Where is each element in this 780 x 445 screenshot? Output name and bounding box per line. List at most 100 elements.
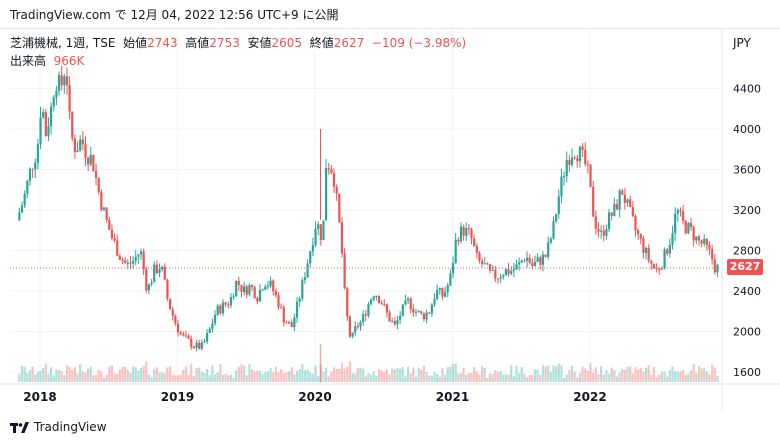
candle-body bbox=[31, 168, 34, 170]
candle-body bbox=[76, 150, 79, 153]
chart-pane[interactable]: 1600 2000 2400 2800 3200 3600 4000 4400 2018 2019… bbox=[0, 28, 780, 411]
volume-bar bbox=[330, 371, 333, 382]
candle-body bbox=[319, 224, 322, 241]
volume-bar bbox=[385, 369, 389, 382]
volume-bar bbox=[118, 369, 121, 382]
volume-bar bbox=[470, 372, 473, 382]
volume-bar bbox=[496, 372, 500, 382]
volume-bar bbox=[414, 376, 418, 382]
volume-bar bbox=[232, 377, 235, 382]
price-chart[interactable]: 1600 2000 2400 2800 3200 3600 4000 4400 2018 2019… bbox=[0, 29, 780, 411]
candle-body bbox=[618, 190, 621, 210]
volume-bar bbox=[309, 372, 312, 382]
volume-bar bbox=[655, 376, 658, 382]
candle-body bbox=[351, 332, 354, 337]
candle-body bbox=[626, 199, 629, 203]
volume-bar bbox=[705, 371, 708, 382]
candle-body bbox=[655, 267, 658, 269]
volume-bar bbox=[108, 367, 111, 382]
candle-body bbox=[277, 295, 280, 308]
volume-bar bbox=[660, 371, 664, 382]
volume-bar bbox=[436, 373, 439, 382]
volume-bar bbox=[68, 366, 71, 382]
low-label: 安値 bbox=[247, 36, 272, 50]
candle-body bbox=[147, 284, 151, 291]
candle-body bbox=[631, 206, 634, 217]
candle-body bbox=[663, 249, 666, 269]
candle-body bbox=[108, 219, 111, 230]
candle-body bbox=[163, 266, 166, 280]
candle-body bbox=[441, 288, 444, 297]
candle-body bbox=[250, 285, 254, 288]
candle-body bbox=[708, 245, 711, 250]
candle-body bbox=[55, 90, 58, 98]
volume-bar bbox=[79, 364, 82, 382]
candle-body bbox=[396, 319, 399, 325]
volume-bar bbox=[28, 370, 32, 382]
candle-body bbox=[68, 85, 71, 112]
candle-body bbox=[414, 311, 418, 313]
volume-bar bbox=[404, 376, 407, 382]
volume-bar bbox=[716, 376, 719, 382]
volume-bar bbox=[666, 376, 669, 382]
y-tick-label: 2000 bbox=[733, 326, 761, 339]
volume-bar bbox=[50, 367, 53, 382]
x-tick-label: 2021 bbox=[436, 390, 469, 404]
volume-bar bbox=[697, 366, 701, 382]
volume-bar bbox=[528, 375, 531, 382]
candle-body bbox=[486, 263, 489, 265]
candle-body bbox=[372, 296, 375, 300]
volume-bar bbox=[536, 369, 539, 382]
candle-body bbox=[433, 298, 436, 305]
candle-body bbox=[293, 317, 296, 328]
candle-body bbox=[541, 254, 545, 265]
volume-bar bbox=[451, 363, 455, 382]
candle-body bbox=[203, 341, 206, 343]
candle-body bbox=[652, 263, 656, 268]
volume-bar bbox=[290, 367, 293, 382]
candle-body bbox=[597, 228, 600, 232]
volume-bar bbox=[473, 367, 476, 382]
candle-body bbox=[660, 268, 664, 270]
symbol-label[interactable]: 芝浦機械, 1週, TSE bbox=[10, 36, 116, 50]
footer-brand[interactable]: TradingView bbox=[10, 420, 107, 434]
candle-body bbox=[713, 259, 716, 273]
candle-body bbox=[42, 112, 45, 118]
volume-bar bbox=[369, 374, 373, 382]
candle-body bbox=[560, 176, 563, 197]
candle-body bbox=[362, 314, 365, 322]
volume-bar bbox=[52, 375, 55, 382]
volume-bar bbox=[139, 367, 143, 382]
candle-body bbox=[100, 192, 103, 210]
candle-body bbox=[711, 249, 714, 260]
volume-bar bbox=[31, 366, 34, 382]
change-value: −109 (−3.98%) bbox=[371, 36, 467, 50]
volume-bar bbox=[216, 372, 219, 382]
volume-bar bbox=[351, 372, 354, 382]
volume-label[interactable]: 出来高 bbox=[10, 54, 47, 68]
volume-bar bbox=[277, 372, 280, 382]
candle-body bbox=[298, 298, 301, 302]
candle-body bbox=[425, 312, 428, 320]
volume-bar bbox=[637, 369, 640, 382]
volume-bar bbox=[364, 376, 367, 382]
volume-bar bbox=[552, 365, 555, 382]
volume-bar bbox=[110, 365, 114, 382]
candle-body bbox=[142, 251, 145, 270]
candle-body bbox=[658, 268, 661, 270]
close-value: 2627 bbox=[333, 36, 365, 50]
volume-bar bbox=[92, 375, 95, 382]
candle-body bbox=[523, 260, 526, 262]
candle-body bbox=[385, 304, 389, 313]
candle-body bbox=[610, 212, 613, 216]
volume-bar bbox=[338, 369, 341, 382]
volume-bar bbox=[396, 368, 399, 382]
volume-bar bbox=[301, 363, 304, 382]
candle-body bbox=[380, 303, 383, 305]
volume-bar bbox=[671, 366, 674, 382]
volume-bar bbox=[642, 371, 645, 382]
volume-bar bbox=[391, 368, 394, 382]
candle-body bbox=[314, 228, 317, 246]
volume-bar bbox=[586, 370, 589, 382]
candle-body bbox=[211, 323, 214, 329]
